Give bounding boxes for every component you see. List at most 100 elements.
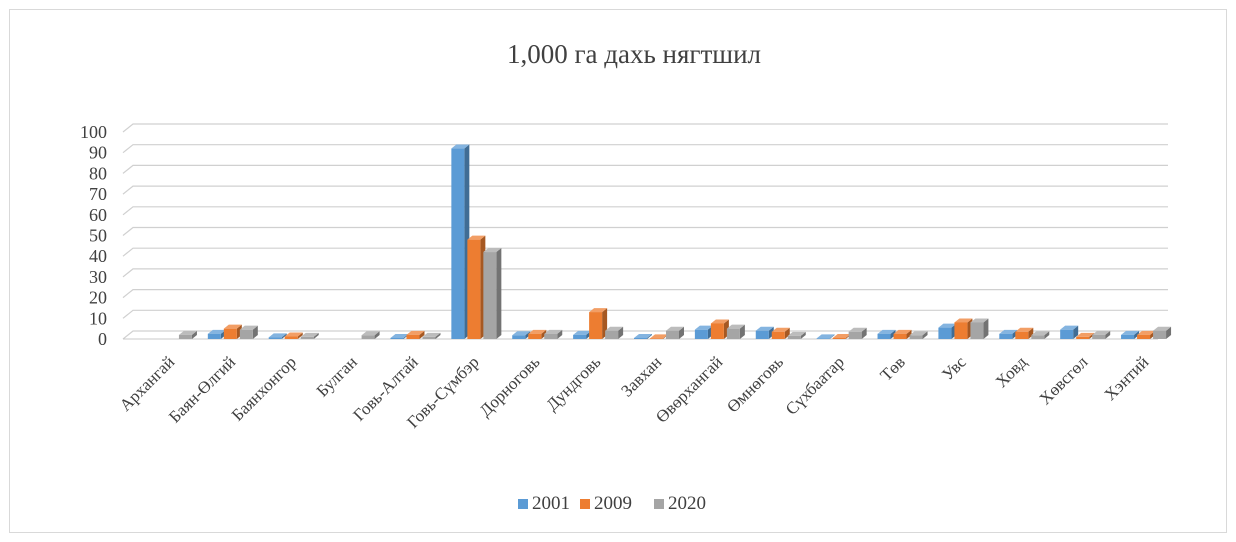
y-tick-label: 40 xyxy=(89,246,107,266)
bar xyxy=(877,329,896,339)
x-tick-label: Хөвсгөл xyxy=(1035,352,1091,408)
bar xyxy=(390,333,409,339)
bar-side xyxy=(1134,330,1140,339)
bar-top xyxy=(787,331,806,336)
bar-front xyxy=(361,335,375,339)
bar-top xyxy=(909,331,928,336)
bar xyxy=(1015,327,1034,339)
bar-top xyxy=(848,327,867,332)
legend-item: 2020 xyxy=(654,493,706,514)
bar xyxy=(816,334,835,339)
bar-front xyxy=(223,328,237,339)
bar xyxy=(300,332,319,339)
bar-front xyxy=(300,336,314,339)
y-tick-label: 60 xyxy=(89,205,107,225)
bar-top xyxy=(528,329,547,334)
bar-front xyxy=(467,239,481,339)
x-tick-label: Өвөрхангай xyxy=(652,352,726,426)
x-tick-label: Архангай xyxy=(116,352,178,414)
bar-front xyxy=(207,333,221,339)
bar-front xyxy=(178,334,192,339)
bar-front xyxy=(239,329,253,339)
bar xyxy=(512,331,531,339)
bar-top xyxy=(605,326,624,331)
bar-top xyxy=(816,334,835,339)
bar-side xyxy=(800,331,806,339)
bar-front xyxy=(573,334,587,339)
bar-top xyxy=(999,329,1018,334)
bar-top xyxy=(390,333,409,338)
bar-top xyxy=(451,144,470,149)
bar xyxy=(848,327,867,339)
bar-side xyxy=(1028,327,1034,339)
bar-front xyxy=(970,322,984,339)
legend-swatch xyxy=(654,499,664,509)
bar-side xyxy=(922,331,928,339)
bar xyxy=(284,332,303,339)
legend-item: 2001 xyxy=(518,493,570,514)
bar xyxy=(771,327,790,339)
bar xyxy=(178,330,197,339)
bar-top xyxy=(1121,330,1140,335)
bar-side xyxy=(983,318,989,339)
y-tick-label: 100 xyxy=(80,122,107,142)
bar-top xyxy=(893,329,912,334)
bar-chart: 1,000 га дахь нягтшил 010203040506070809… xyxy=(80,39,1172,514)
bar-front xyxy=(771,331,785,339)
bar-front xyxy=(909,335,923,339)
bar xyxy=(970,318,989,339)
bar-top xyxy=(1060,325,1079,330)
y-tick-label: 90 xyxy=(89,143,107,163)
bar xyxy=(422,332,441,339)
bar-front xyxy=(816,338,830,339)
x-tick-label: Төв xyxy=(876,352,908,384)
bar-top xyxy=(406,330,425,335)
bar-side xyxy=(557,329,563,339)
bar xyxy=(223,324,242,339)
bar-top xyxy=(771,327,790,332)
bar xyxy=(909,331,928,339)
bar-front xyxy=(390,337,404,339)
bar-top xyxy=(589,308,608,313)
x-tick-label: Дундговь xyxy=(542,352,604,414)
x-tick-label: Ховд xyxy=(992,352,1031,391)
bar xyxy=(650,334,668,339)
bar-front xyxy=(268,337,282,339)
bar-side xyxy=(541,329,547,339)
bar xyxy=(787,331,806,339)
bar-side xyxy=(419,330,425,339)
bar-side xyxy=(313,332,319,339)
bar-front xyxy=(634,337,647,339)
bar-top xyxy=(223,324,242,329)
bar-front xyxy=(1031,335,1045,339)
bar xyxy=(1137,330,1156,339)
bar xyxy=(573,330,592,339)
bar-front xyxy=(1121,334,1135,339)
x-tick-label: Өмнөговь xyxy=(723,352,787,416)
legend-label: 2020 xyxy=(668,493,706,514)
bar-front xyxy=(605,330,619,339)
y-tick-label: 70 xyxy=(89,184,107,204)
gridline xyxy=(122,330,1168,340)
bar xyxy=(544,329,563,339)
y-tick-label: 10 xyxy=(89,308,107,328)
bar-front xyxy=(999,333,1013,339)
bar-front xyxy=(848,331,862,339)
bar-top xyxy=(1092,330,1111,335)
bar-side xyxy=(374,331,380,339)
bar-front xyxy=(1060,329,1074,339)
x-tick-label: Завхан xyxy=(617,352,665,400)
bar-front xyxy=(666,330,679,339)
legend-item: 2009 xyxy=(580,493,632,514)
bar-top xyxy=(1137,330,1156,335)
bar xyxy=(1092,330,1111,339)
bar xyxy=(239,325,258,339)
bar-side xyxy=(1044,331,1050,339)
bar-front xyxy=(528,333,542,339)
bar-front xyxy=(755,330,769,339)
bar-top xyxy=(1031,331,1050,336)
bars xyxy=(178,144,1172,339)
bar xyxy=(893,329,912,339)
